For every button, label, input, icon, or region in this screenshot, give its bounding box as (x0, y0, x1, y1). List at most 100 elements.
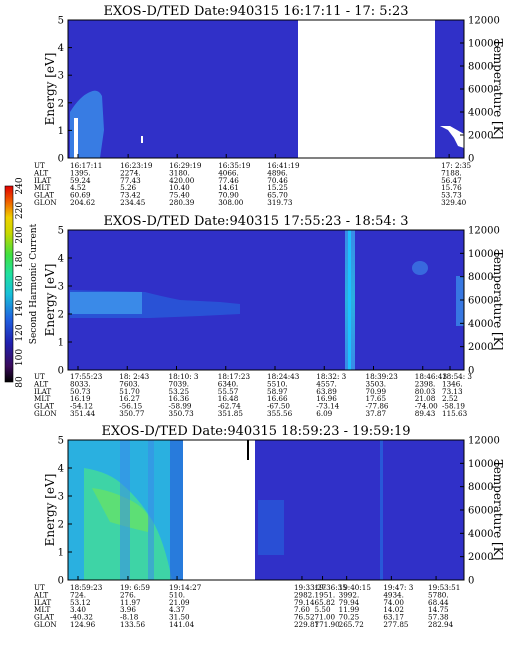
ephemeris-row-label: ALT (33, 590, 48, 599)
ephemeris-cell: 3992. (339, 590, 360, 599)
ephemeris-cell: 420.00 (169, 176, 195, 185)
energy-tick-label: 1 (58, 548, 64, 559)
ephemeris-cell: 79.94 (339, 598, 360, 607)
ephemeris-cell: 4.52 (70, 183, 86, 192)
energy-tick-label: 1 (58, 338, 64, 349)
ephemeris-cell: 6.09 (316, 409, 332, 418)
panel-2-temperature-axis: 0 2000 4000 6000 8000 10000 12000 (460, 226, 500, 377)
temperature-tick-label: 2000 (468, 552, 493, 563)
ephemeris-row-label: GLAT (34, 613, 54, 622)
temperature-tick-label: 8000 (468, 482, 493, 493)
ephemeris-cell: 4557. (316, 379, 337, 388)
energy-tick-label: 3 (58, 282, 64, 293)
energy-tick-label: 2 (58, 98, 64, 109)
ephemeris-cell: 2398. (415, 379, 436, 388)
energy-tick-label: 2 (58, 310, 64, 321)
ephemeris-cell: -67.50 (267, 402, 290, 411)
ephemeris-cell: 1395. (70, 168, 91, 177)
panel-2-energy-axis: 0 1 2 3 4 5 (58, 226, 72, 377)
ephemeris-cell: 16:35:19 (218, 161, 251, 170)
energy-tick-label: 4 (58, 43, 64, 54)
panel-3: EXOS-D/TED Date:940315 18:59:23 - 19:59:… (33, 424, 505, 629)
temperature-tick-label: 6000 (468, 506, 493, 517)
ephemeris-cell: 351.44 (70, 409, 96, 418)
temperature-tick-label: 2000 (468, 131, 493, 142)
ephemeris-cell: 16.48 (218, 394, 239, 403)
panel-3-spectrogram (68, 440, 464, 580)
energy-tick-label: 3 (58, 71, 64, 82)
ephemeris-cell: 70.46 (267, 176, 288, 185)
ephemeris-cell: 17:55:23 (70, 372, 103, 381)
ephemeris-cell: 63.17 (383, 613, 404, 622)
panel-2-edge-enhancement (456, 276, 464, 326)
ephemeris-cell: -62.74 (218, 402, 241, 411)
panel-1-low-energy-enhancement (70, 90, 104, 158)
panel-3-stripe-a (120, 440, 130, 580)
panel-1-temperature-axis: 0 2000 4000 6000 8000 10000 12000 (460, 16, 500, 165)
ephemeris-cell: 7.60 (294, 605, 310, 614)
ephemeris-row-label: MLT (34, 605, 51, 614)
ephemeris-cell: 51.70 (119, 387, 140, 396)
panel-2-enhancement-spot (412, 261, 428, 275)
ephemeris-cell: 7603. (119, 379, 140, 388)
temperature-tick-label: 10000 (468, 459, 500, 470)
panel-3-right-enhancement (258, 500, 284, 555)
ephemeris-cell: 19:36:35 (315, 583, 348, 592)
panel-1: EXOS-D/TED Date:940315 16:17:11 - 17: 5:… (33, 4, 505, 207)
colorbar-tick-label: 200 (15, 226, 25, 243)
ephemeris-cell: 4066. (218, 168, 239, 177)
ephemeris-cell: 204.62 (70, 198, 95, 207)
ephemeris-cell: 89.43 (415, 409, 436, 418)
panel-1-title: EXOS-D/TED Date:940315 16:17:11 - 17: 5:… (104, 4, 409, 19)
temperature-tick-label: 0 (468, 154, 474, 165)
ephemeris-cell: 71.00 (315, 613, 336, 622)
ephemeris-cell: 18:46:43 (415, 372, 448, 381)
ephemeris-row-label: ILAT (34, 598, 51, 607)
ephemeris-cell: 53.12 (70, 598, 91, 607)
colorbar-tick-label: 180 (15, 251, 25, 268)
panel-1-ylabel: Energy [eV] (43, 53, 57, 126)
temperature-tick-label: 12000 (468, 436, 500, 447)
ephemeris-cell: 65.82 (315, 598, 336, 607)
ephemeris-cell: 308.00 (218, 198, 244, 207)
temperature-tick-label: 8000 (468, 62, 493, 73)
colorbar-tick-label: 120 (15, 324, 25, 341)
ephemeris-row-label: UT (34, 583, 45, 592)
ephemeris-cell: 77.43 (120, 176, 141, 185)
panel-2: EXOS-D/TED Date:940315 17:55:23 - 18:54:… (33, 214, 505, 418)
colorbar-gradient (4, 185, 14, 383)
temperature-tick-label: 10000 (468, 39, 500, 50)
ephemeris-cell: 15.25 (267, 183, 288, 192)
energy-tick-label: 4 (58, 254, 64, 265)
ephemeris-cell: 234.45 (120, 198, 146, 207)
temperature-tick-label: 10000 (468, 249, 500, 260)
ephemeris-cell: 73.13 (442, 387, 463, 396)
ephemeris-cell: 724. (70, 590, 86, 599)
temperature-tick-label: 0 (468, 576, 474, 587)
panel-1-energy-axis: 0 1 2 3 4 5 (58, 16, 72, 165)
ephemeris-row-label: ILAT (34, 387, 51, 396)
ephemeris-cell: 17.65 (366, 394, 387, 403)
energy-tick-label: 5 (58, 226, 64, 237)
ephemeris-cell: 16.27 (119, 394, 140, 403)
energy-tick-label: 0 (58, 366, 64, 377)
colorbar-tick-label: 240 (15, 177, 25, 194)
ephemeris-cell: 355.56 (267, 409, 293, 418)
energy-tick-label: 5 (58, 436, 64, 447)
ephemeris-cell: 18:59:23 (70, 583, 103, 592)
ephemeris-cell: 3.40 (70, 605, 86, 614)
temperature-tick-label: 12000 (468, 16, 500, 27)
energy-tick-label: 4 (58, 464, 64, 475)
ephemeris-cell: -8.18 (120, 613, 139, 622)
ephemeris-row-label: UT (34, 161, 45, 170)
energy-tick-label: 1 (58, 126, 64, 137)
ephemeris-cell: 276. (120, 590, 136, 599)
ephemeris-cell: 53.73 (441, 191, 462, 200)
ephemeris-cell: 80.03 (415, 387, 436, 396)
colorbar-label: Second Harmonic Current (29, 223, 39, 344)
ephemeris-cell: 19: 6:59 (120, 583, 150, 592)
temperature-tick-label: 4000 (468, 108, 493, 119)
ephemeris-cell: 11.99 (339, 605, 360, 614)
ephemeris-cell: 350.77 (119, 409, 145, 418)
